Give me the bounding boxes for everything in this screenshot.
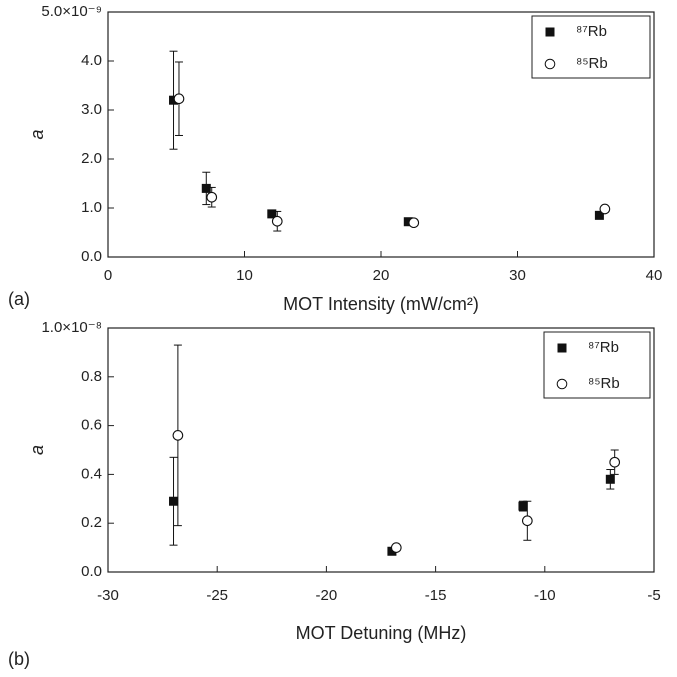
legend-marker [557,343,567,353]
legend-label: ⁸⁷Rb [576,23,607,40]
y-tick-label: 4.0 [81,52,102,69]
x-tick-label: 30 [509,267,526,284]
y-tick-label: 0.0 [81,248,102,265]
panel-label: (a) [8,289,30,309]
x-tick-label: -25 [206,587,228,604]
marker [172,430,184,441]
marker [403,217,413,227]
marker [408,217,420,229]
marker [267,209,277,219]
x-tick-label: -30 [97,587,119,604]
marker [271,215,283,227]
x-tick-label: 10 [236,267,253,284]
x-axis-title: MOT Intensity (mW/cm²) [283,294,479,314]
marker [609,456,621,468]
x-tick-label: -20 [316,587,338,604]
legend-marker [545,27,555,37]
y-tick-label: 2.0 [81,150,102,167]
marker [206,191,218,203]
y-tick-label: 0.4 [81,465,102,482]
legend-label: ⁸⁵Rb [588,375,620,392]
y-tick-label: 1.0 [81,199,102,216]
x-tick-label: -15 [425,587,447,604]
marker [605,474,615,484]
y-tick-label: 5.0×10⁻⁹ [41,3,102,20]
marker [518,501,528,511]
marker [599,203,611,215]
legend-marker [556,378,568,390]
legend-label: ⁸⁷Rb [588,339,619,356]
marker [390,542,402,553]
marker [387,546,397,556]
y-tick-label: 1.0×10⁻⁸ [41,319,102,336]
y-axis-title: a [27,129,47,139]
x-tick-label: 0 [104,267,112,284]
marker [169,496,179,506]
marker [201,183,211,193]
x-tick-label: 20 [373,267,390,284]
y-axis-title: a [27,445,47,455]
x-tick-label: -10 [534,587,556,604]
x-axis-title: MOT Detuning (MHz) [296,623,467,643]
y-tick-label: 0.6 [81,417,102,434]
y-tick-label: 0.0 [81,563,102,580]
marker [173,93,185,105]
plot-frame [107,327,655,573]
x-tick-label: 40 [646,267,663,284]
x-tick-label: -5 [647,587,660,604]
y-tick-label: 0.2 [81,514,102,531]
y-tick-label: 3.0 [81,101,102,118]
marker [594,210,604,220]
legend-marker [544,58,556,70]
marker [521,515,533,527]
panel-label: (b) [8,649,30,669]
marker [169,95,179,105]
y-tick-label: 0.8 [81,368,102,385]
legend-label: ⁸⁵Rb [576,55,608,72]
